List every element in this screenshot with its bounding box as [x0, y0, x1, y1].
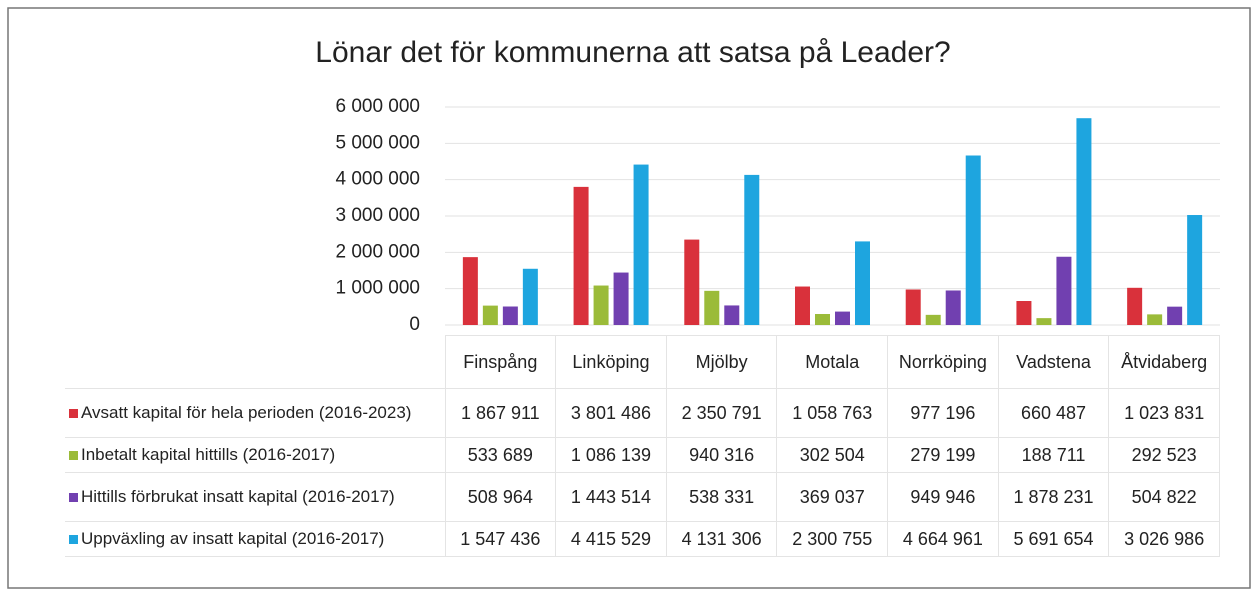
- value-label: 3 026 986: [1108, 521, 1220, 557]
- category-label: Linköping: [555, 335, 667, 389]
- legend-entry: Hittills förbrukat insatt kapital (2016-…: [65, 472, 446, 522]
- category-label: Norrköping: [887, 335, 999, 389]
- value-label: 279 199: [887, 437, 999, 473]
- legend-label: Inbetalt kapital hittills (2016-2017): [81, 445, 336, 464]
- y-tick-label: 4 000 000: [335, 169, 420, 190]
- bar: [1056, 256, 1072, 325]
- legend-label: Avsatt kapital för hela perioden (2016-2…: [81, 403, 412, 422]
- bar: [573, 186, 589, 325]
- bar: [633, 164, 649, 325]
- category-label: Motala: [776, 335, 889, 389]
- value-label: 949 946: [887, 472, 999, 522]
- value-label: 1 867 911: [444, 388, 557, 438]
- value-label: 533 689: [444, 437, 557, 473]
- value-label: 660 487: [997, 388, 1110, 438]
- y-tick-label: 3 000 000: [335, 205, 420, 226]
- legend-swatch: [69, 409, 78, 418]
- bar: [795, 286, 810, 325]
- value-label: 3 801 486: [555, 388, 667, 438]
- value-label: 1 547 436: [444, 521, 557, 557]
- bar: [1127, 287, 1143, 325]
- bar: [482, 305, 498, 325]
- value-label: 1 086 139: [555, 437, 667, 473]
- y-tick-label: 0: [409, 314, 420, 335]
- y-tick-label: 6 000 000: [335, 96, 420, 117]
- value-label: 977 196: [887, 388, 999, 438]
- y-tick-label: 2 000 000: [335, 241, 420, 262]
- bar: [502, 306, 518, 325]
- value-label: 504 822: [1108, 472, 1220, 522]
- bar: [815, 314, 830, 325]
- value-label: 369 037: [776, 472, 889, 522]
- data-table: Finspång Linköping Mjölby Motala Norrköping V…: [65, 335, 1220, 557]
- bar: [462, 257, 478, 325]
- value-label: 940 316: [665, 437, 778, 473]
- bar: [925, 314, 941, 325]
- value-label: 1 878 231: [997, 472, 1110, 522]
- value-label: 5 691 654: [997, 521, 1110, 557]
- bar: [613, 272, 629, 325]
- value-label: 4 664 961: [887, 521, 999, 557]
- value-label: 292 523: [1108, 437, 1220, 473]
- legend-swatch: [69, 493, 78, 502]
- value-label: 4 415 529: [555, 521, 667, 557]
- legend-entry: Uppväxling av insatt kapital (2016-2017): [65, 521, 446, 557]
- legend-entry: Avsatt kapital för hela perioden (2016-2…: [65, 388, 446, 438]
- table-row: Inbetalt kapital hittills (2016-2017) 533…: [65, 437, 1220, 473]
- table-corner: [65, 336, 445, 389]
- bar: [1076, 118, 1092, 325]
- bar: [835, 311, 850, 325]
- chart-title: Lönar det för kommunerna att satsa på Le…: [315, 36, 950, 69]
- value-label: 188 711: [997, 437, 1110, 473]
- value-label: 1 058 763: [776, 388, 889, 438]
- bar: [593, 285, 609, 325]
- value-label: 302 504: [776, 437, 889, 473]
- legend-swatch: [69, 451, 78, 460]
- bar: [945, 290, 961, 325]
- bar: [1167, 306, 1183, 325]
- value-label: 508 964: [444, 472, 557, 522]
- bar: [1016, 301, 1032, 325]
- category-label: Vadstena: [997, 335, 1110, 389]
- bar: [965, 155, 981, 325]
- table-header-row: Finspång Linköping Mjölby Motala Norrköping V…: [65, 335, 1220, 389]
- value-label: 2 350 791: [665, 388, 778, 438]
- table-row: Uppväxling av insatt kapital (2016-2017)…: [65, 521, 1220, 557]
- bar: [1147, 314, 1163, 325]
- category-label: Åtvidaberg: [1108, 335, 1220, 389]
- value-label: 1 023 831: [1108, 388, 1220, 438]
- y-tick-label: 1 000 000: [335, 278, 420, 299]
- category-label: Mjölby: [665, 335, 778, 389]
- legend-swatch: [69, 535, 78, 544]
- table-row: Avsatt kapital för hela perioden (2016-2…: [65, 388, 1220, 438]
- value-label: 4 131 306: [665, 521, 778, 557]
- table-row: Hittills förbrukat insatt kapital (2016-…: [65, 472, 1220, 522]
- bar: [724, 305, 740, 325]
- bar: [1187, 215, 1203, 325]
- legend-entry: Inbetalt kapital hittills (2016-2017): [65, 437, 446, 473]
- value-label: 538 331: [665, 472, 778, 522]
- bar: [905, 289, 921, 325]
- bar: [855, 241, 870, 325]
- value-label: 1 443 514: [555, 472, 667, 522]
- legend-label: Hittills förbrukat insatt kapital (2016-…: [81, 487, 395, 506]
- bar: [744, 174, 760, 325]
- value-label: 2 300 755: [776, 521, 889, 557]
- legend-label: Uppväxling av insatt kapital (2016-2017): [81, 529, 385, 548]
- bar: [684, 239, 700, 325]
- category-label: Finspång: [444, 335, 557, 389]
- bar: [704, 290, 720, 325]
- y-tick-label: 5 000 000: [335, 132, 420, 153]
- bar: [522, 268, 538, 325]
- chart-border: [7, 7, 1251, 589]
- bar: [1036, 318, 1052, 325]
